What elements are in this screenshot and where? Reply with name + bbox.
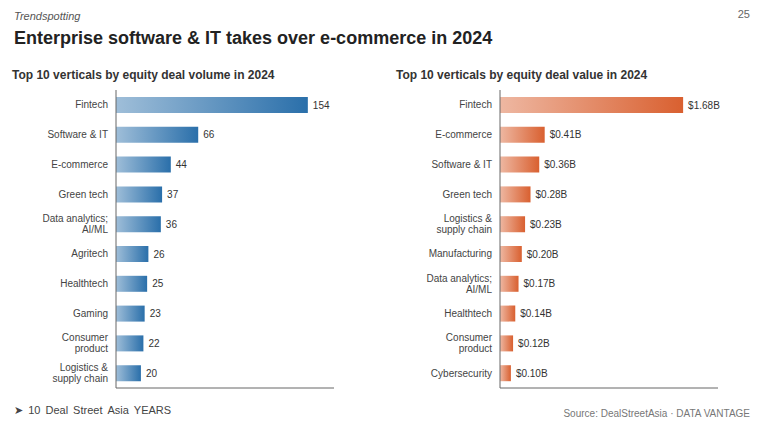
svg-text:Consumerproduct: Consumerproduct: [62, 332, 109, 354]
html-text:Source: DealStreetAsia · DATA: Source: DealStreetAsia · DATA VANTAGE: [563, 408, 750, 419]
svg-text:Logistics &supply chain: Logistics &supply chain: [52, 362, 108, 384]
svg-text:20: 20: [146, 368, 158, 379]
svg-text:$0.14B: $0.14B: [520, 308, 552, 319]
svg-text:E-commerce: E-commerce: [435, 129, 492, 140]
html-text:Top 10 verticals by equity dea: Top 10 verticals by equity deal value in…: [396, 68, 648, 82]
html-text:25: 25: [737, 8, 750, 20]
html-text:Trendspotting: Trendspotting: [14, 10, 81, 22]
svg-text:23: 23: [150, 308, 162, 319]
svg-text:Consumerproduct: Consumerproduct: [446, 332, 493, 354]
svg-text:Data analytics;AI/ML: Data analytics;AI/ML: [42, 213, 108, 235]
svg-text:25: 25: [152, 278, 164, 289]
html-text:➤ 10 Deal Street Asia YEARS: ➤ 10 Deal Street Asia YEARS: [14, 404, 172, 416]
html-text:Enterprise software & IT takes: Enterprise software & IT takes over e-co…: [14, 28, 493, 48]
svg-text:$0.28B: $0.28B: [536, 189, 568, 200]
svg-text:E-commerce: E-commerce: [51, 159, 108, 170]
svg-text:Data analytics;AI/ML: Data analytics;AI/ML: [426, 273, 492, 295]
svg-text:36: 36: [166, 219, 178, 230]
svg-text:Fintech: Fintech: [459, 99, 492, 110]
svg-text:$0.41B: $0.41B: [550, 129, 582, 140]
svg-text:Green tech: Green tech: [443, 189, 492, 200]
svg-text:22: 22: [148, 338, 160, 349]
svg-text:37: 37: [167, 189, 179, 200]
svg-text:66: 66: [203, 129, 215, 140]
svg-text:Cybersecurity: Cybersecurity: [431, 368, 492, 379]
svg-text:$0.23B: $0.23B: [530, 219, 562, 230]
svg-text:Healthtech: Healthtech: [60, 278, 108, 289]
svg-text:44: 44: [176, 159, 188, 170]
svg-text:Software & IT: Software & IT: [431, 159, 492, 170]
html-text:Top 10 verticals by equity dea: Top 10 verticals by equity deal volume i…: [12, 68, 275, 82]
svg-text:$0.20B: $0.20B: [527, 249, 559, 260]
svg-text:$0.12B: $0.12B: [518, 338, 550, 349]
svg-text:Gaming: Gaming: [73, 308, 108, 319]
svg-text:$1.68B: $1.68B: [688, 100, 720, 111]
svg-text:Logistics &supply chain: Logistics &supply chain: [436, 213, 492, 235]
svg-text:$0.10B: $0.10B: [516, 368, 548, 379]
svg-text:Green tech: Green tech: [59, 189, 108, 200]
svg-text:Software & IT: Software & IT: [47, 129, 108, 140]
svg-text:154: 154: [313, 100, 330, 111]
svg-text:Agritech: Agritech: [71, 248, 108, 259]
svg-text:Fintech: Fintech: [75, 99, 108, 110]
svg-text:$0.17B: $0.17B: [524, 278, 556, 289]
svg-text:26: 26: [153, 249, 165, 260]
svg-text:Manufacturing: Manufacturing: [429, 248, 492, 259]
svg-text:$0.36B: $0.36B: [544, 159, 576, 170]
svg-text:Healthtech: Healthtech: [444, 308, 492, 319]
